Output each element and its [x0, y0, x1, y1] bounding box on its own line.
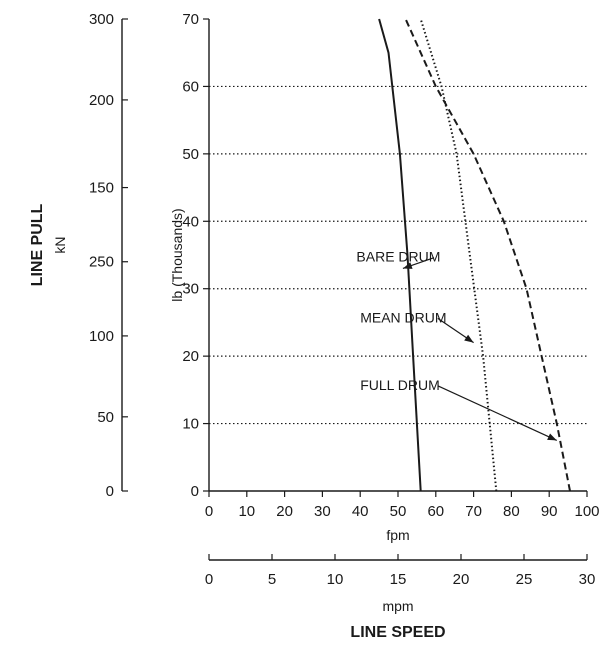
lb-tick-label-40: 40	[182, 213, 199, 230]
speed-axis-title: LINE SPEED	[350, 624, 445, 641]
lb-tick-label-60: 60	[182, 78, 199, 95]
mpm-axis-title: mpm	[382, 598, 413, 614]
fpm-axis-title: fpm	[386, 527, 409, 543]
lb-tick-label-30: 30	[182, 281, 199, 298]
fpm-tick-label-80: 80	[503, 503, 520, 520]
kn-tick-label-4: 150	[89, 180, 114, 197]
mpm-tick-label-10: 10	[327, 571, 344, 588]
annotation-arrowhead-full-drum	[547, 433, 557, 441]
fpm-tick-label-90: 90	[541, 503, 558, 520]
fpm-tick-label-100: 100	[574, 503, 599, 520]
lb-tick-label-20: 20	[182, 348, 199, 365]
lb-tick-label-10: 10	[182, 416, 199, 433]
fpm-tick-label-30: 30	[314, 503, 331, 520]
kn-tick-label-0: 0	[106, 483, 114, 500]
gridlines	[209, 85, 587, 425]
annotation-arrowhead-mean-drum	[464, 334, 474, 343]
annotation-mean-drum: MEAN DRUM	[360, 309, 446, 325]
series-group	[378, 18, 571, 492]
mpm-tick-label-0: 0	[205, 571, 213, 588]
series-line-bare-drum	[378, 18, 422, 492]
mpm-tick-label-25: 25	[516, 571, 533, 588]
annotations: BARE DRUM MEAN DRUM FULL DRUM	[356, 249, 558, 441]
lb-tick-label-70: 70	[182, 11, 199, 28]
kn-tick-label-6: 300	[89, 11, 114, 28]
fpm-tick-label-60: 60	[427, 503, 444, 520]
kn-tick-label-2: 100	[89, 328, 114, 345]
annotation-bare-drum: BARE DRUM	[356, 249, 440, 265]
kn-tick-label-5: 200	[89, 92, 114, 109]
mpm-tick-label-20: 20	[453, 571, 470, 588]
annotation-full-drum: FULL DRUM	[360, 377, 440, 393]
lb-axis-title: lb (Thousands)	[169, 208, 185, 301]
mpm-tick-label-15: 15	[390, 571, 407, 588]
mpm-tick-label-30: 30	[579, 571, 596, 588]
series-line-mean-drum	[419, 18, 498, 492]
axis-labels: LINE PULL kN lb (Thousands) fpm mpm LINE…	[29, 203, 446, 641]
fpm-tick-label-40: 40	[352, 503, 369, 520]
lb-tick-label-50: 50	[182, 146, 199, 163]
kn-axis-unit: kN	[52, 236, 68, 253]
fpm-tick-label-20: 20	[276, 503, 293, 520]
kn-tick-label-3: 250	[89, 254, 114, 271]
series-line-full-drum	[404, 18, 571, 492]
fpm-tick-label-0: 0	[205, 503, 213, 520]
fpm-tick-label-10: 10	[238, 503, 255, 520]
kn-tick-label-1: 50	[97, 409, 114, 426]
annotation-arrow-full-drum	[437, 385, 558, 441]
fpm-tick-label-70: 70	[465, 503, 482, 520]
fpm-tick-label-50: 50	[390, 503, 407, 520]
lb-tick-label-0: 0	[191, 483, 199, 500]
annotation-arrowhead-bare-drum	[402, 262, 413, 269]
kn-axis-title: LINE PULL	[29, 203, 46, 286]
mpm-tick-label-5: 5	[268, 571, 276, 588]
